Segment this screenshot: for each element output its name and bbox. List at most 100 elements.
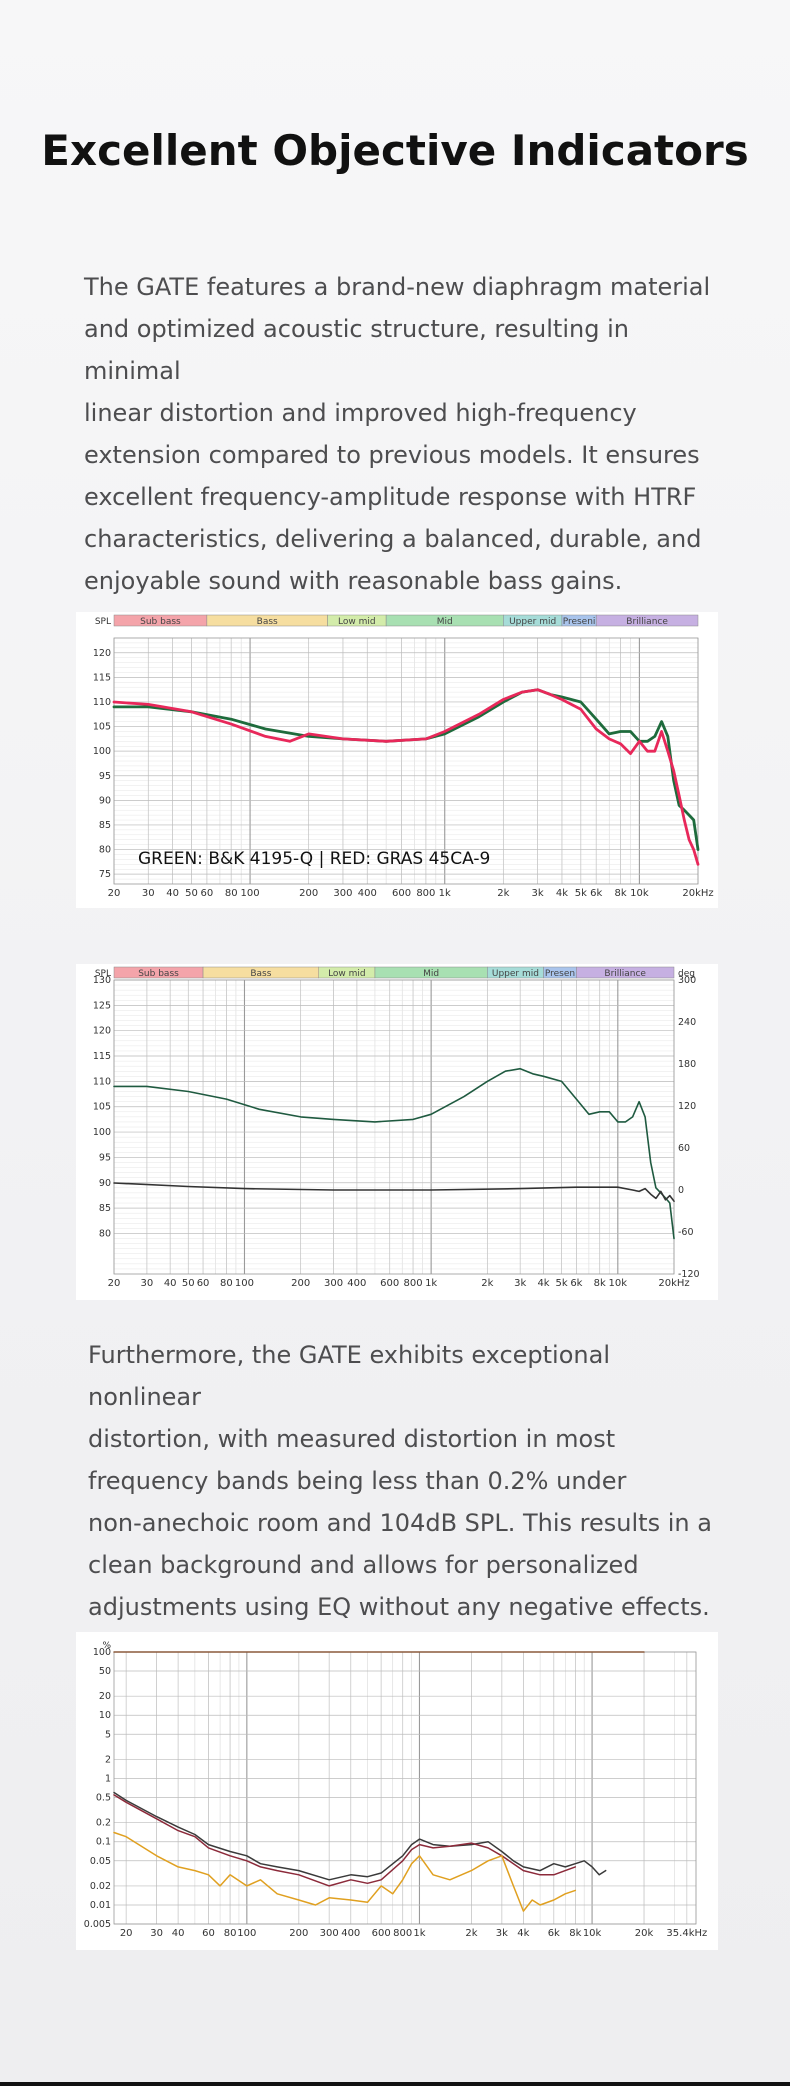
x-tick-label: 10k	[630, 888, 649, 899]
plot-frame	[113, 979, 675, 1275]
band-6	[595, 614, 699, 627]
series-line-1	[113, 1791, 607, 1881]
x-tick-label: 5k	[556, 1278, 568, 1289]
x-tick-label: 20kHz	[658, 1278, 689, 1289]
paragraph-line: enjoyable sound with reasonable bass gai…	[84, 567, 623, 595]
x-tick-label: 300	[320, 1928, 339, 1939]
x-tick-label: 600	[392, 888, 411, 899]
band-label: Low mid	[328, 969, 366, 979]
y2-tick-label: 240	[678, 1017, 696, 1028]
x-tick-label: 60	[201, 888, 214, 899]
series-line-0	[112, 688, 700, 851]
y-tick-label: 0.02	[90, 1881, 111, 1892]
paragraph-line: frequency bands being less than 0.2% und…	[88, 1467, 627, 1495]
y-tick-label: 115	[93, 1051, 111, 1062]
y-tick-label: 80	[99, 845, 111, 856]
y-tick-label: 105	[93, 722, 111, 733]
distortion-chart: 20 30 40 60 80 100 200 300 400 600 800 1k 2k 3k 4k 6k 8k…	[76, 1632, 718, 1950]
y-tick-label: 110	[93, 697, 111, 708]
y-tick-label: 115	[93, 672, 111, 683]
x-tick-label: 3k	[496, 1928, 508, 1939]
x-tick-label: 4k	[556, 888, 568, 899]
plot-frame	[113, 1651, 697, 1925]
y2-tick-label: 180	[678, 1059, 696, 1070]
y-tick-label: 75	[99, 869, 111, 880]
x-tick-label: 40	[164, 1278, 177, 1289]
x-tick-label: 10k	[583, 1928, 602, 1939]
frequency-phase-chart: Sub bass Bass Low mid Mid Upper mid Presen Bri…	[76, 964, 718, 1300]
x-tick-label: 400	[347, 1278, 366, 1289]
x-tick-label: 300	[333, 888, 352, 899]
paragraph-line: Furthermore, the GATE exhibits exception…	[88, 1341, 610, 1411]
y-tick-label: 110	[93, 1076, 111, 1087]
x-tick-label: 8k	[569, 1928, 581, 1939]
y-tick-label: 120	[93, 1026, 111, 1037]
x-tick-label: 200	[289, 1928, 308, 1939]
x-tick-label: 8k	[594, 1278, 606, 1289]
y-tick-label: 0.05	[90, 1856, 111, 1867]
y-tick-label: 100	[93, 1647, 111, 1658]
y-tick-label: 100	[93, 746, 111, 757]
y-tick-label: 105	[93, 1102, 111, 1113]
y2-tick-label: 60	[678, 1143, 690, 1154]
band-label: Brilliance	[604, 969, 646, 979]
x-tick-label: 2k	[497, 888, 509, 899]
series-line-1	[113, 1182, 675, 1202]
x-tick-label: 100	[237, 1928, 256, 1939]
x-tick-label: 1k	[439, 888, 451, 899]
x-tick-label: 6k	[590, 888, 602, 899]
y2-tick-label: 300	[678, 975, 696, 986]
paragraph-line: adjustments using EQ without any negativ…	[88, 1593, 710, 1621]
bottom-divider	[0, 2082, 790, 2086]
y-tick-label: 125	[93, 1000, 111, 1011]
y-axis-label: %	[102, 1641, 111, 1651]
series-line-3	[113, 1831, 577, 1912]
x-tick-label: 80	[220, 1278, 233, 1289]
series-line-1	[112, 688, 700, 866]
x-tick-label: 2k	[481, 1278, 493, 1289]
paragraph-line: non-anechoic room and 104dB SPL. This re…	[88, 1509, 712, 1537]
x-tick-label: 20	[120, 1928, 133, 1939]
x-tick-label: 100	[241, 888, 260, 899]
y-tick-label: 90	[99, 795, 111, 806]
paragraph-line: excellent frequency-amplitude response w…	[84, 483, 697, 511]
y-tick-label: 0.2	[96, 1818, 111, 1829]
x-tick-label: 4k	[537, 1278, 549, 1289]
frequency-response-svg: Sub bass Bass Low mid Mid Upper mid Preseni Br…	[93, 614, 714, 899]
paragraph-line: clean background and allows for personal…	[88, 1551, 639, 1579]
x-tick-label: 600	[380, 1278, 399, 1289]
band-label: Preseni	[563, 617, 596, 627]
series-line-2	[113, 1794, 577, 1887]
x-tick-label: 3k	[532, 888, 544, 899]
y2-axis-label: deg	[678, 969, 695, 979]
y-tick-label: 10	[99, 1710, 111, 1721]
x-tick-label: 35.4kHz	[666, 1928, 707, 1939]
y-tick-label: 85	[99, 820, 111, 831]
x-tick-label: 800	[404, 1278, 423, 1289]
x-tick-label: 5k	[575, 888, 587, 899]
x-tick-label: 30	[142, 888, 155, 899]
band-label: Bass	[250, 969, 271, 979]
y-axis-label: SPL	[95, 617, 111, 627]
paragraph-line: characteristics, delivering a balanced, …	[84, 525, 702, 553]
band-label: Sub bass	[140, 617, 181, 627]
x-tick-label: 1k	[413, 1928, 425, 1939]
y2-tick-label: 0	[678, 1185, 684, 1196]
x-tick-label: 800	[416, 888, 435, 899]
x-tick-label: 200	[291, 1278, 310, 1289]
y-tick-label: 50	[99, 1666, 111, 1677]
y-tick-label: 1	[105, 1773, 111, 1784]
y-tick-label: 0.1	[96, 1837, 111, 1848]
x-tick-label: 40	[166, 888, 179, 899]
y-tick-label: 95	[99, 771, 111, 782]
y-tick-label: 95	[99, 1152, 111, 1163]
y-tick-label: 0.5	[96, 1793, 111, 1804]
x-tick-label: 10k	[609, 1278, 628, 1289]
paragraph-line: extension compared to previous models. I…	[84, 441, 700, 469]
y-tick-label: 85	[99, 1203, 111, 1214]
frequency-response-chart: Sub bass Bass Low mid Mid Upper mid Preseni Br…	[76, 612, 718, 908]
x-tick-label: 50	[182, 1278, 195, 1289]
x-tick-label: 200	[299, 888, 318, 899]
y-tick-label: 100	[93, 1127, 111, 1138]
x-tick-label: 2k	[465, 1928, 477, 1939]
